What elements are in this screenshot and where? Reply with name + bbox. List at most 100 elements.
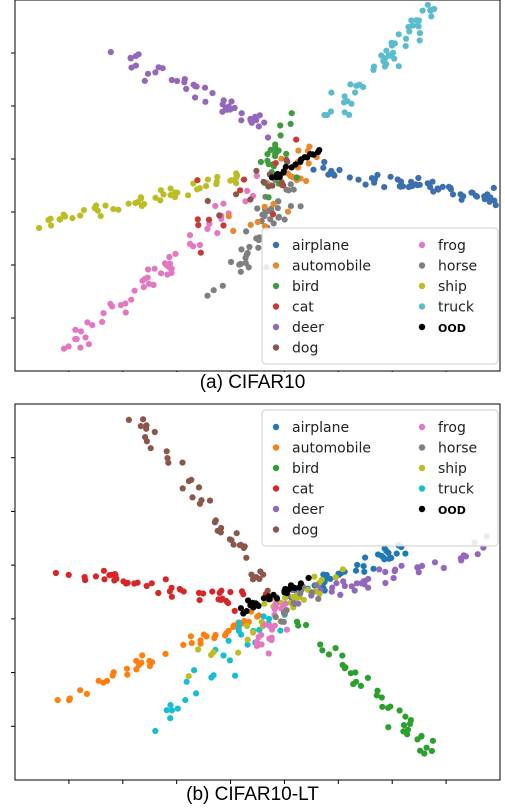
point-airplane — [362, 555, 368, 561]
point-ship — [158, 187, 164, 193]
point-truck — [266, 616, 272, 622]
point-ship — [81, 207, 87, 213]
point-dog — [188, 477, 194, 483]
point-airplane — [321, 159, 327, 165]
legend-label-airplane: airplane — [292, 238, 349, 254]
legend-marker-dog — [273, 526, 279, 532]
point-deer — [160, 65, 166, 71]
point-ood — [298, 580, 304, 586]
point-horse — [313, 582, 319, 588]
point-dog — [218, 525, 224, 531]
legend-label-frog: frog — [438, 238, 466, 254]
point-automobile — [306, 160, 312, 166]
legend-marker-frog — [419, 242, 425, 248]
point-ship — [168, 186, 174, 192]
point-bird — [340, 662, 346, 668]
point-bird — [326, 651, 332, 657]
point-dog — [140, 416, 146, 422]
point-frog — [158, 270, 164, 276]
point-truck — [193, 690, 199, 696]
point-ship — [48, 222, 54, 228]
point-deer — [329, 585, 335, 591]
point-frog — [150, 282, 156, 288]
point-dog — [179, 460, 185, 466]
point-cat — [66, 572, 72, 578]
point-airplane — [429, 179, 435, 185]
point-frog — [164, 272, 170, 278]
point-horse — [298, 203, 304, 209]
point-automobile — [124, 666, 130, 672]
point-frog — [152, 266, 158, 272]
point-bird — [289, 110, 295, 116]
point-ship — [174, 190, 180, 196]
point-truck — [417, 37, 423, 43]
point-airplane — [406, 184, 412, 190]
point-automobile — [149, 659, 155, 665]
legend-marker-frog — [419, 424, 425, 430]
point-cat — [169, 585, 175, 591]
point-dog — [138, 423, 144, 429]
point-ood — [244, 608, 250, 614]
legend: airplaneautomobilebirdcatdeerdogfroghors… — [262, 410, 498, 546]
point-automobile — [180, 642, 186, 648]
point-automobile — [226, 213, 232, 219]
point-cat — [196, 590, 202, 596]
point-deer — [183, 86, 189, 92]
point-bird — [385, 705, 391, 711]
point-automobile — [104, 678, 110, 684]
point-dog — [248, 572, 254, 578]
point-bird — [414, 736, 420, 742]
legend-label-truck: truck — [438, 482, 475, 498]
scatter-plot-cifar10-lt: airplaneautomobilebirdcatdeerdogfroghors… — [0, 400, 505, 784]
point-frog — [84, 319, 90, 325]
point-cat — [53, 570, 59, 576]
point-ship — [233, 180, 239, 186]
point-horse — [273, 614, 279, 620]
point-bird — [264, 151, 270, 157]
point-dog — [196, 484, 202, 490]
point-deer — [253, 117, 259, 123]
point-dog — [144, 438, 150, 444]
point-truck — [211, 672, 217, 678]
legend-marker-cat — [273, 485, 279, 491]
point-horse — [211, 287, 217, 293]
point-truck — [261, 613, 267, 619]
point-ood — [266, 595, 272, 601]
point-deer — [337, 592, 343, 598]
point-deer — [221, 97, 227, 103]
point-bird — [379, 704, 385, 710]
point-ship — [333, 574, 339, 580]
point-deer — [182, 76, 188, 82]
point-horse — [228, 259, 234, 265]
point-cat — [215, 596, 221, 602]
point-dog — [213, 517, 219, 523]
point-horse — [278, 619, 284, 625]
legend-marker-dog — [273, 344, 279, 350]
point-dog — [279, 180, 285, 186]
point-automobile — [66, 697, 72, 703]
point-deer — [265, 134, 271, 140]
point-cat — [108, 572, 114, 578]
point-automobile — [55, 697, 61, 703]
point-ship — [98, 213, 104, 219]
point-truck — [420, 8, 426, 14]
legend-label-deer: deer — [292, 320, 324, 336]
point-bird — [276, 147, 282, 153]
point-deer — [340, 578, 346, 584]
point-bird — [430, 738, 436, 744]
point-dog — [148, 445, 154, 451]
point-bird — [379, 694, 385, 700]
point-truck — [403, 43, 409, 49]
point-cat — [155, 590, 161, 596]
point-dog — [234, 530, 240, 536]
point-deer — [174, 78, 180, 84]
point-truck — [328, 90, 334, 96]
point-truck — [408, 17, 414, 23]
point-airplane — [491, 185, 497, 191]
panel-cifar10-lt: airplane automobile bird cat deer dog frog hors… — [0, 400, 505, 812]
point-frog — [118, 302, 124, 308]
point-airplane — [388, 174, 394, 180]
point-ship — [132, 200, 138, 206]
point-ship — [69, 215, 75, 221]
point-frog — [128, 297, 134, 303]
